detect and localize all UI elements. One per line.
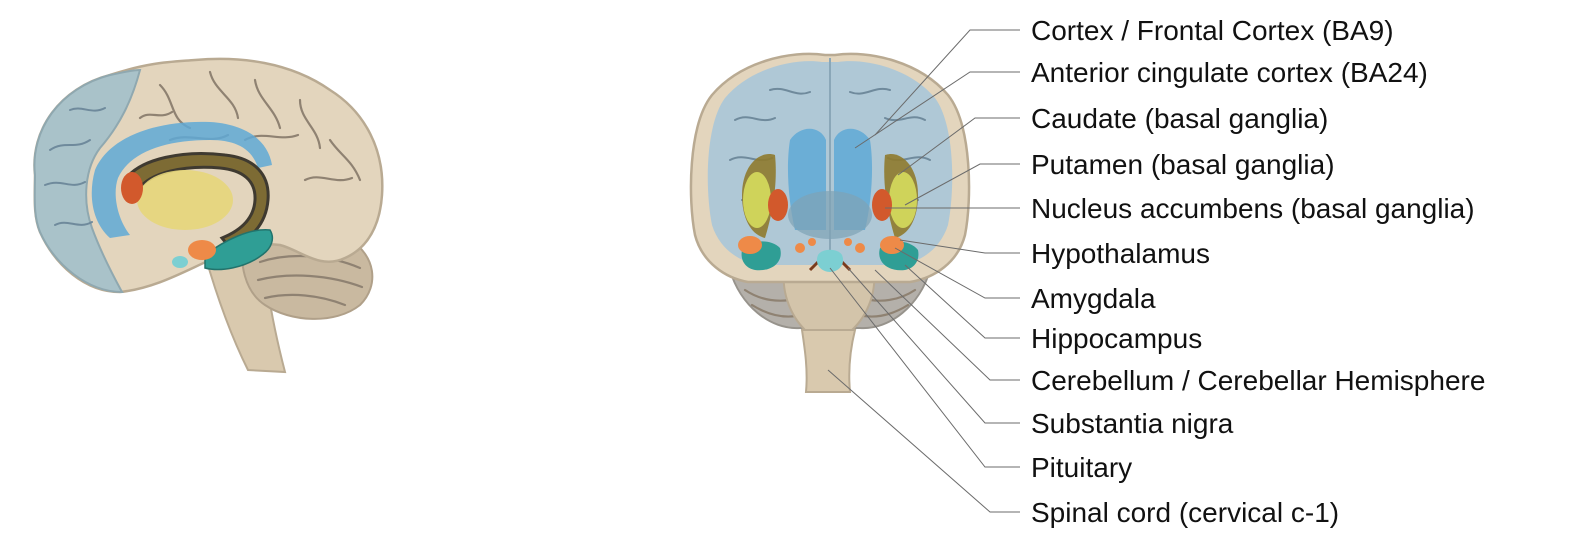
sagittal-frontal-cortex	[33, 68, 142, 294]
region-labels: Cortex / Frontal Cortex (BA9) Anterior c…	[1031, 15, 1485, 528]
label-substantia-nigra: Substantia nigra	[1031, 408, 1234, 439]
leader-cerebellum	[874, 269, 1020, 381]
leader-putamen	[904, 163, 1020, 206]
leader-hypothalamus	[899, 239, 1020, 254]
label-cortex: Cortex / Frontal Cortex (BA9)	[1031, 15, 1394, 46]
coronal-putamen-right	[889, 172, 917, 228]
coronal-spinal-cord	[800, 329, 857, 393]
coronal-amygdala-left	[738, 236, 762, 254]
coronal-brain-illustration	[689, 52, 971, 393]
sagittal-pituitary	[172, 256, 188, 268]
coronal-pituitary	[816, 249, 844, 272]
label-nucleus-accumbens: Nucleus accumbens (basal ganglia)	[1031, 193, 1475, 224]
sagittal-thalamus	[137, 170, 233, 230]
label-hippocampus: Hippocampus	[1031, 323, 1202, 354]
leader-caudate	[897, 117, 1020, 176]
label-anterior-cingulate: Anterior cingulate cortex (BA24)	[1031, 57, 1428, 88]
leader-cortex	[874, 29, 1020, 136]
coronal-putamen-left	[743, 172, 771, 228]
leader-spinal-cord	[827, 369, 1020, 513]
leader-substantia-nigra	[847, 267, 1020, 424]
sagittal-accumbens	[121, 172, 143, 204]
label-amygdala: Amygdala	[1031, 283, 1156, 314]
label-cerebellum: Cerebellum / Cerebellar Hemisphere	[1031, 365, 1485, 396]
leader-cingulate	[854, 71, 1020, 149]
leader-pituitary	[829, 267, 1020, 468]
label-caudate: Caudate (basal ganglia)	[1031, 103, 1328, 134]
coronal-accumbens-left	[768, 189, 788, 221]
coronal-hypothalamus-dot	[844, 238, 852, 246]
leader-lines	[827, 29, 1020, 513]
label-hypothalamus: Hypothalamus	[1031, 238, 1210, 269]
leader-hippocampus	[904, 264, 1020, 339]
label-pituitary: Pituitary	[1031, 452, 1132, 483]
coronal-hypothalamus-dot	[795, 243, 805, 253]
leader-amygdala	[894, 247, 1020, 299]
sagittal-brain-illustration	[33, 57, 384, 374]
sagittal-cingulate	[91, 121, 272, 238]
coronal-hypothalamus-dot	[855, 243, 865, 253]
coronal-thalamus	[788, 191, 872, 239]
label-spinal-cord: Spinal cord (cervical c-1)	[1031, 497, 1339, 528]
label-putamen: Putamen (basal ganglia)	[1031, 149, 1335, 180]
sagittal-amygdala	[188, 240, 216, 260]
sagittal-hippocampus	[204, 229, 274, 271]
coronal-hypothalamus-dot	[808, 238, 816, 246]
coronal-accumbens-right	[872, 189, 892, 221]
